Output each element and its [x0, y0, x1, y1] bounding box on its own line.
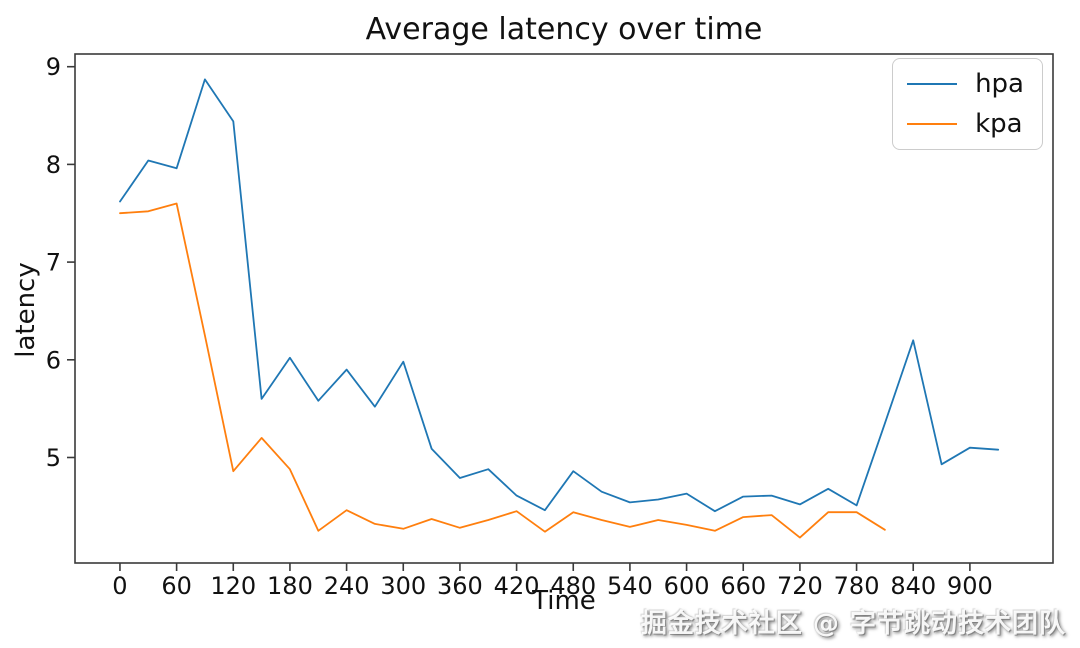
x-tick-label: 780 — [834, 572, 880, 600]
y-tick-label: 6 — [46, 346, 61, 374]
x-tick-label: 180 — [267, 572, 313, 600]
x-tick-label: 720 — [777, 572, 823, 600]
x-tick-label: 600 — [664, 572, 710, 600]
x-tick-label: 660 — [720, 572, 766, 600]
x-tick-label: 300 — [380, 572, 426, 600]
x-tick-label: 840 — [890, 572, 936, 600]
x-tick-label: 240 — [324, 572, 370, 600]
y-tick-label: 5 — [46, 444, 61, 472]
watermark-text: 掘金技术社区 @ 字节跳动技术团队 — [640, 609, 1066, 639]
x-axis-label: Time — [532, 586, 596, 616]
legend-label-hpa: hpa — [975, 69, 1024, 99]
x-tick-label: 900 — [947, 572, 993, 600]
y-tick-label: 9 — [46, 53, 61, 81]
x-tick-label: 0 — [112, 572, 127, 600]
x-tick-label: 120 — [210, 572, 256, 600]
y-axis-label: latency — [11, 262, 41, 358]
series-line-kpa — [119, 202, 886, 539]
x-tick-label: 60 — [161, 572, 192, 600]
x-tick-label: 540 — [607, 572, 653, 600]
chart-title: Average latency over time — [365, 12, 763, 47]
legend-item-hpa: hpa — [907, 69, 1024, 99]
axis-ticks: 0 60 120 180 240 300 360 420 480 540 600 660 720 780 8… — [46, 53, 993, 600]
legend: hpa kpa — [892, 58, 1043, 150]
x-tick-label: 420 — [494, 572, 540, 600]
plot-border — [74, 53, 1054, 564]
legend-label-kpa: kpa — [975, 109, 1023, 139]
legend-line-sample-kpa — [907, 123, 958, 125]
y-tick-label: 8 — [46, 151, 61, 179]
x-tick-label: 480 — [550, 572, 596, 600]
legend-item-kpa: kpa — [907, 109, 1024, 139]
legend-line-sample-hpa — [907, 83, 958, 85]
series-line-hpa — [119, 78, 1000, 513]
data-series — [119, 78, 1000, 539]
y-tick-label: 7 — [46, 249, 61, 277]
x-tick-label: 360 — [437, 572, 483, 600]
